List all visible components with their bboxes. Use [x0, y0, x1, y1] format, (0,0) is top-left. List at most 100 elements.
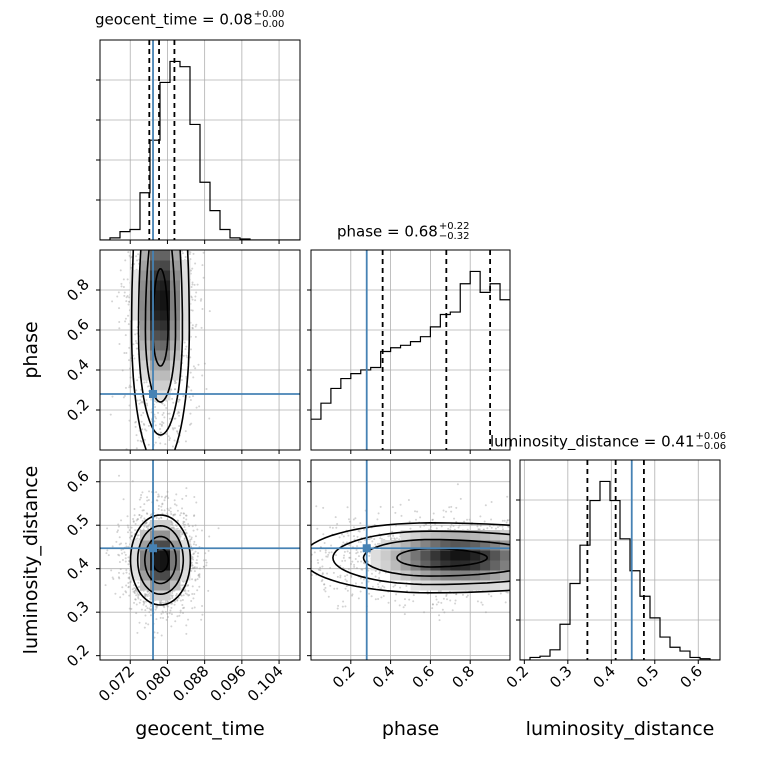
scatter-point [179, 611, 182, 614]
scatter-point [130, 607, 133, 610]
scatter-point [105, 552, 108, 555]
scatter-point [128, 296, 131, 299]
scatter-point [171, 590, 174, 593]
scatter-point [150, 231, 152, 233]
scatter-point [547, 575, 549, 577]
scatter-point [180, 594, 183, 597]
scatter-point [150, 247, 152, 249]
scatter-point [345, 585, 348, 588]
scatter-point [189, 398, 192, 401]
scatter-point [133, 207, 135, 209]
scatter-point [189, 465, 191, 467]
scatter-point [111, 545, 114, 548]
scatter-point [353, 565, 356, 568]
scatter-point [130, 526, 133, 529]
scatter-point [170, 520, 173, 523]
scatter-point [190, 536, 193, 539]
scatter-point [561, 593, 563, 595]
scatter-point [185, 532, 188, 535]
scatter-point [137, 253, 140, 256]
scatter-point [187, 589, 190, 592]
scatter-point [182, 512, 185, 515]
density-cell [130, 560, 141, 571]
scatter-point [541, 547, 543, 549]
scatter-point [125, 571, 128, 574]
scatter-point [188, 164, 190, 166]
scatter-point [111, 576, 114, 579]
scatter-point [120, 285, 123, 288]
scatter-point [155, 499, 158, 502]
scatter-point [134, 420, 137, 423]
scatter-point [176, 599, 179, 602]
scatter-point [171, 474, 173, 476]
scatter-point [150, 411, 153, 414]
scatter-point [128, 254, 131, 257]
scatter-point [121, 241, 123, 243]
scatter-point [194, 178, 196, 180]
scatter-point [408, 598, 411, 601]
scatter-point [559, 556, 561, 558]
scatter-point [124, 317, 127, 320]
scatter-point [179, 215, 181, 217]
scatter-point [532, 570, 534, 572]
scatter-point [120, 519, 123, 522]
scatter-point [137, 594, 140, 597]
scatter-point [159, 218, 161, 220]
density-cell [160, 560, 171, 571]
scatter-point [165, 169, 167, 171]
scatter-point [563, 528, 565, 530]
scatter-point [146, 512, 149, 515]
scatter-point [558, 571, 560, 573]
scatter-point [181, 252, 184, 255]
scatter-point [606, 565, 608, 567]
contour-level-0 [130, 250, 191, 450]
scatter-point [484, 504, 487, 507]
scatter-point [144, 594, 147, 597]
density-cell [160, 530, 171, 541]
scatter-point [154, 441, 157, 444]
scatter-point [540, 565, 542, 567]
title-geocent_time: geocent_time = 0.08 +0.00 −0.00 [95, 10, 284, 30]
scatter-point [147, 623, 150, 626]
scatter-point [549, 557, 551, 559]
scatter-point [191, 326, 194, 329]
scatter-point [137, 534, 140, 537]
scatter-point [538, 527, 540, 529]
scatter-point [185, 514, 188, 517]
scatter-point [175, 221, 177, 223]
scatter-point [135, 603, 138, 606]
scatter-point [147, 443, 150, 446]
scatter-point [123, 294, 126, 297]
scatter-point [143, 593, 146, 596]
scatter-point [169, 510, 172, 513]
scatter-point [341, 560, 344, 563]
scatter-point [162, 226, 164, 228]
scatter-point [168, 221, 170, 223]
scatter-point [576, 537, 578, 539]
scatter-point [155, 618, 158, 621]
scatter-point [129, 580, 132, 583]
scatter-point [532, 530, 534, 532]
scatter-point [172, 526, 175, 529]
scatter-point [521, 592, 523, 594]
scatter-point [194, 299, 197, 302]
scatter-point [193, 592, 196, 595]
scatter-point [368, 592, 371, 595]
scatter-point [123, 291, 126, 294]
scatter-point [149, 608, 152, 611]
density-cell [180, 300, 191, 311]
scatter-point [352, 518, 355, 521]
scatter-point [190, 180, 192, 182]
scatter-point [447, 527, 450, 530]
scatter-point [136, 534, 139, 537]
scatter-point [201, 604, 204, 607]
scatter-point [510, 575, 512, 577]
scatter-point [538, 556, 540, 558]
scatter-point [172, 198, 174, 200]
scatter-point [143, 517, 146, 520]
scatter-point [557, 561, 559, 563]
scatter-point [207, 589, 210, 592]
scatter-point [183, 606, 186, 609]
scatter-point [514, 505, 516, 507]
scatter-point [561, 569, 563, 571]
